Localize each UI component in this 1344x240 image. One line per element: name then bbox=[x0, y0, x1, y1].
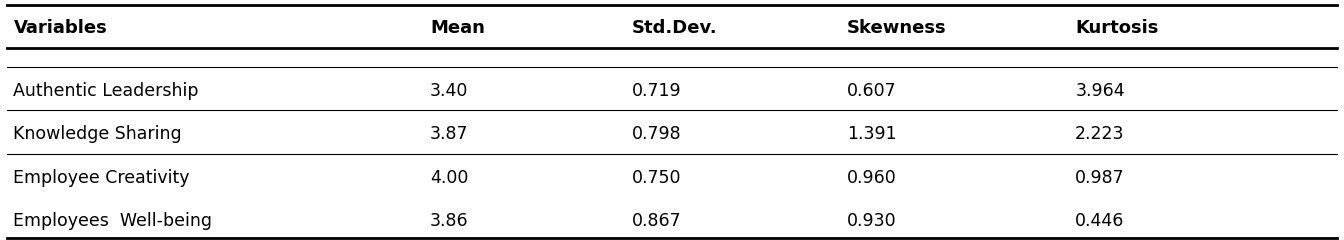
Text: 3.87: 3.87 bbox=[430, 125, 469, 144]
Text: Authentic Leadership: Authentic Leadership bbox=[13, 82, 199, 100]
Text: 3.40: 3.40 bbox=[430, 82, 469, 100]
Text: 0.798: 0.798 bbox=[632, 125, 681, 144]
Text: Knowledge Sharing: Knowledge Sharing bbox=[13, 125, 181, 144]
Text: 0.719: 0.719 bbox=[632, 82, 681, 100]
Text: Kurtosis: Kurtosis bbox=[1075, 19, 1159, 37]
Text: Variables: Variables bbox=[13, 19, 108, 37]
Text: 0.446: 0.446 bbox=[1075, 212, 1125, 230]
Text: Employee Creativity: Employee Creativity bbox=[13, 168, 190, 187]
Text: 3.964: 3.964 bbox=[1075, 82, 1125, 100]
Text: Std.Dev.: Std.Dev. bbox=[632, 19, 718, 37]
Text: 0.930: 0.930 bbox=[847, 212, 896, 230]
Text: Mean: Mean bbox=[430, 19, 485, 37]
Text: 2.223: 2.223 bbox=[1075, 125, 1125, 144]
Text: Skewness: Skewness bbox=[847, 19, 946, 37]
Text: 0.987: 0.987 bbox=[1075, 168, 1125, 187]
Text: 0.750: 0.750 bbox=[632, 168, 681, 187]
Text: 0.867: 0.867 bbox=[632, 212, 681, 230]
Text: 0.960: 0.960 bbox=[847, 168, 896, 187]
Text: Employees  Well-being: Employees Well-being bbox=[13, 212, 212, 230]
Text: 1.391: 1.391 bbox=[847, 125, 896, 144]
Text: 0.607: 0.607 bbox=[847, 82, 896, 100]
Text: 3.86: 3.86 bbox=[430, 212, 469, 230]
Text: 4.00: 4.00 bbox=[430, 168, 469, 187]
